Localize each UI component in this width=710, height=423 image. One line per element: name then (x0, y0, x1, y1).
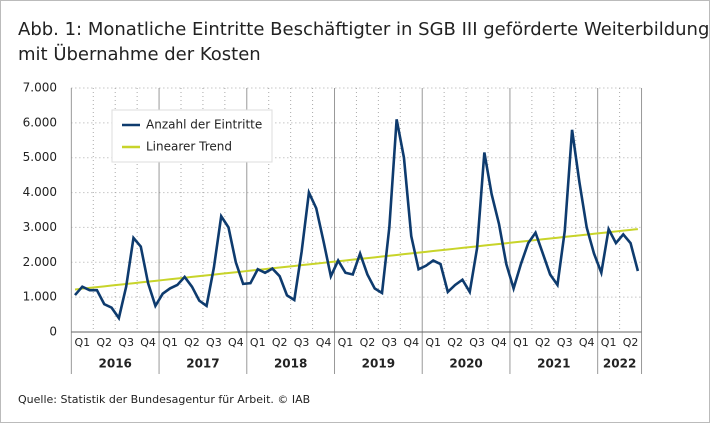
legend-label: Anzahl der Eintritte (146, 118, 262, 132)
y-tick-label: 1.000 (23, 290, 57, 304)
chart-title: mit Übernahme der Kosten (18, 43, 261, 65)
y-tick-label: 2.000 (23, 255, 57, 269)
x-tick-label: Q1 (74, 336, 90, 349)
x-tick-label: Q2 (447, 336, 463, 349)
x-tick-label: Q2 (184, 336, 200, 349)
x-tick-label: Q3 (206, 336, 222, 349)
x-tick-label: Q4 (140, 336, 156, 349)
x-tick-label: Q1 (425, 336, 441, 349)
series-line (74, 119, 640, 322)
x-tick-label: Q3 (118, 336, 134, 349)
x-tick-label: Q2 (360, 336, 376, 349)
x-tick-label: Q4 (491, 336, 507, 349)
x-tick-label: Q1 (513, 336, 529, 349)
series-line (74, 228, 638, 291)
year-label: 2021 (537, 357, 570, 371)
chart-title: Abb. 1: Monatliche Eintritte Beschäftigt… (18, 19, 709, 40)
x-tick-label: Q1 (338, 336, 354, 349)
x-tick-label: Q4 (316, 336, 332, 349)
year-label: 2019 (362, 357, 395, 371)
x-tick-label: Q2 (272, 336, 288, 349)
x-tick-label: Q2 (96, 336, 112, 349)
legend-box (111, 109, 273, 163)
year-label: 2016 (99, 357, 132, 371)
x-tick-label: Q3 (469, 336, 485, 349)
x-tick-label: Q3 (381, 336, 397, 349)
x-tick-label: Q3 (557, 336, 573, 349)
y-tick-label: 5.000 (23, 150, 57, 164)
y-tick-label: 7.000 (23, 81, 57, 95)
y-tick-label: 0 (49, 325, 57, 339)
year-label: 2017 (186, 357, 219, 371)
x-tick-label: Q2 (623, 336, 639, 349)
year-label: 2020 (449, 357, 482, 371)
x-tick-label: Q4 (403, 336, 419, 349)
x-tick-label: Q1 (162, 336, 178, 349)
x-tick-label: Q4 (579, 336, 595, 349)
y-tick-label: 3.000 (23, 220, 57, 234)
year-label: 2018 (274, 357, 307, 371)
x-tick-label: Q4 (228, 336, 244, 349)
y-tick-label: 6.000 (23, 115, 57, 129)
x-tick-label: Q1 (601, 336, 617, 349)
x-tick-label: Q2 (535, 336, 551, 349)
legend-label: Linearer Trend (146, 140, 232, 154)
x-tick-label: Q1 (250, 336, 266, 349)
x-tick-label: Q3 (294, 336, 310, 349)
source: Quelle: Statistik der Bundesagentur für … (18, 393, 310, 406)
year-label: 2022 (603, 357, 636, 371)
y-tick-label: 4.000 (23, 185, 57, 199)
